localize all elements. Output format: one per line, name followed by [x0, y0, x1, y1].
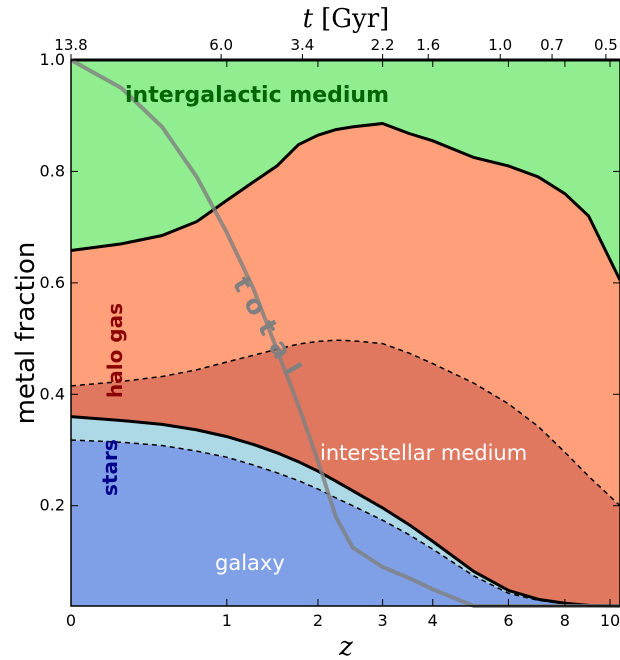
x-tick-label: 2: [313, 611, 323, 630]
top-tick-label: 6.0: [209, 36, 233, 54]
area-interstellar-medium: [71, 340, 620, 606]
x-tick-label: 4: [428, 611, 438, 630]
y-tick-label: 0.8: [40, 161, 65, 180]
top-axis-title: t [Gyr]: [303, 4, 390, 34]
ticks: 0 1 2 3 4 6 8 100.20.40.60.81.013.8 6.0 3.4 2.2 1.6…: [40, 36, 620, 630]
region-label-intergalactic-medium: intergalactic medium: [125, 83, 389, 108]
top-tick-label: 1.6: [416, 36, 440, 54]
top-axis-var: t: [303, 4, 314, 34]
top-tick-label: 0.5: [594, 36, 618, 54]
x-tick-label: 6: [503, 611, 513, 630]
area-fills: [71, 60, 620, 606]
region-label-halo-gas: halo gas: [103, 303, 127, 398]
top-tick-label: 13.8: [54, 36, 87, 54]
top-tick-label: 0.7: [540, 36, 564, 54]
x-axis-title: z: [338, 632, 353, 660]
x-tick-label: 8: [560, 611, 570, 630]
area-stars: [71, 416, 620, 606]
region-label-galaxy: galaxy: [215, 551, 285, 575]
y-tick-label: 0.4: [40, 384, 65, 403]
y-tick-label: 0.6: [40, 273, 65, 292]
region-label-interstellar-medium: interstellar medium: [320, 441, 527, 465]
top-tick-label: 1.0: [488, 36, 512, 54]
y-tick-label: 0.2: [40, 496, 65, 515]
y-tick-label: 1.0: [40, 50, 65, 69]
top-tick-label: 2.2: [371, 36, 395, 54]
area-galaxy: [71, 440, 620, 606]
area-halo-gas: [71, 123, 620, 506]
top-tick-label: 3.4: [291, 36, 315, 54]
y-axis-title: metal fraction: [11, 242, 41, 425]
x-tick-label: 10: [600, 611, 620, 630]
ism-boundary: [70, 339, 620, 507]
x-tick-label: 0: [66, 611, 76, 630]
x-tick-label: 1: [222, 611, 232, 630]
halo-boundary: [70, 121, 620, 281]
stars-boundary: [70, 415, 620, 608]
plot-frame: [70, 59, 620, 607]
area-intergalactic-medium: [71, 60, 620, 281]
x-tick-label: 3: [378, 611, 388, 630]
top-axis-unit: [Gyr]: [321, 4, 389, 34]
region-label-stars: stars: [98, 439, 122, 496]
